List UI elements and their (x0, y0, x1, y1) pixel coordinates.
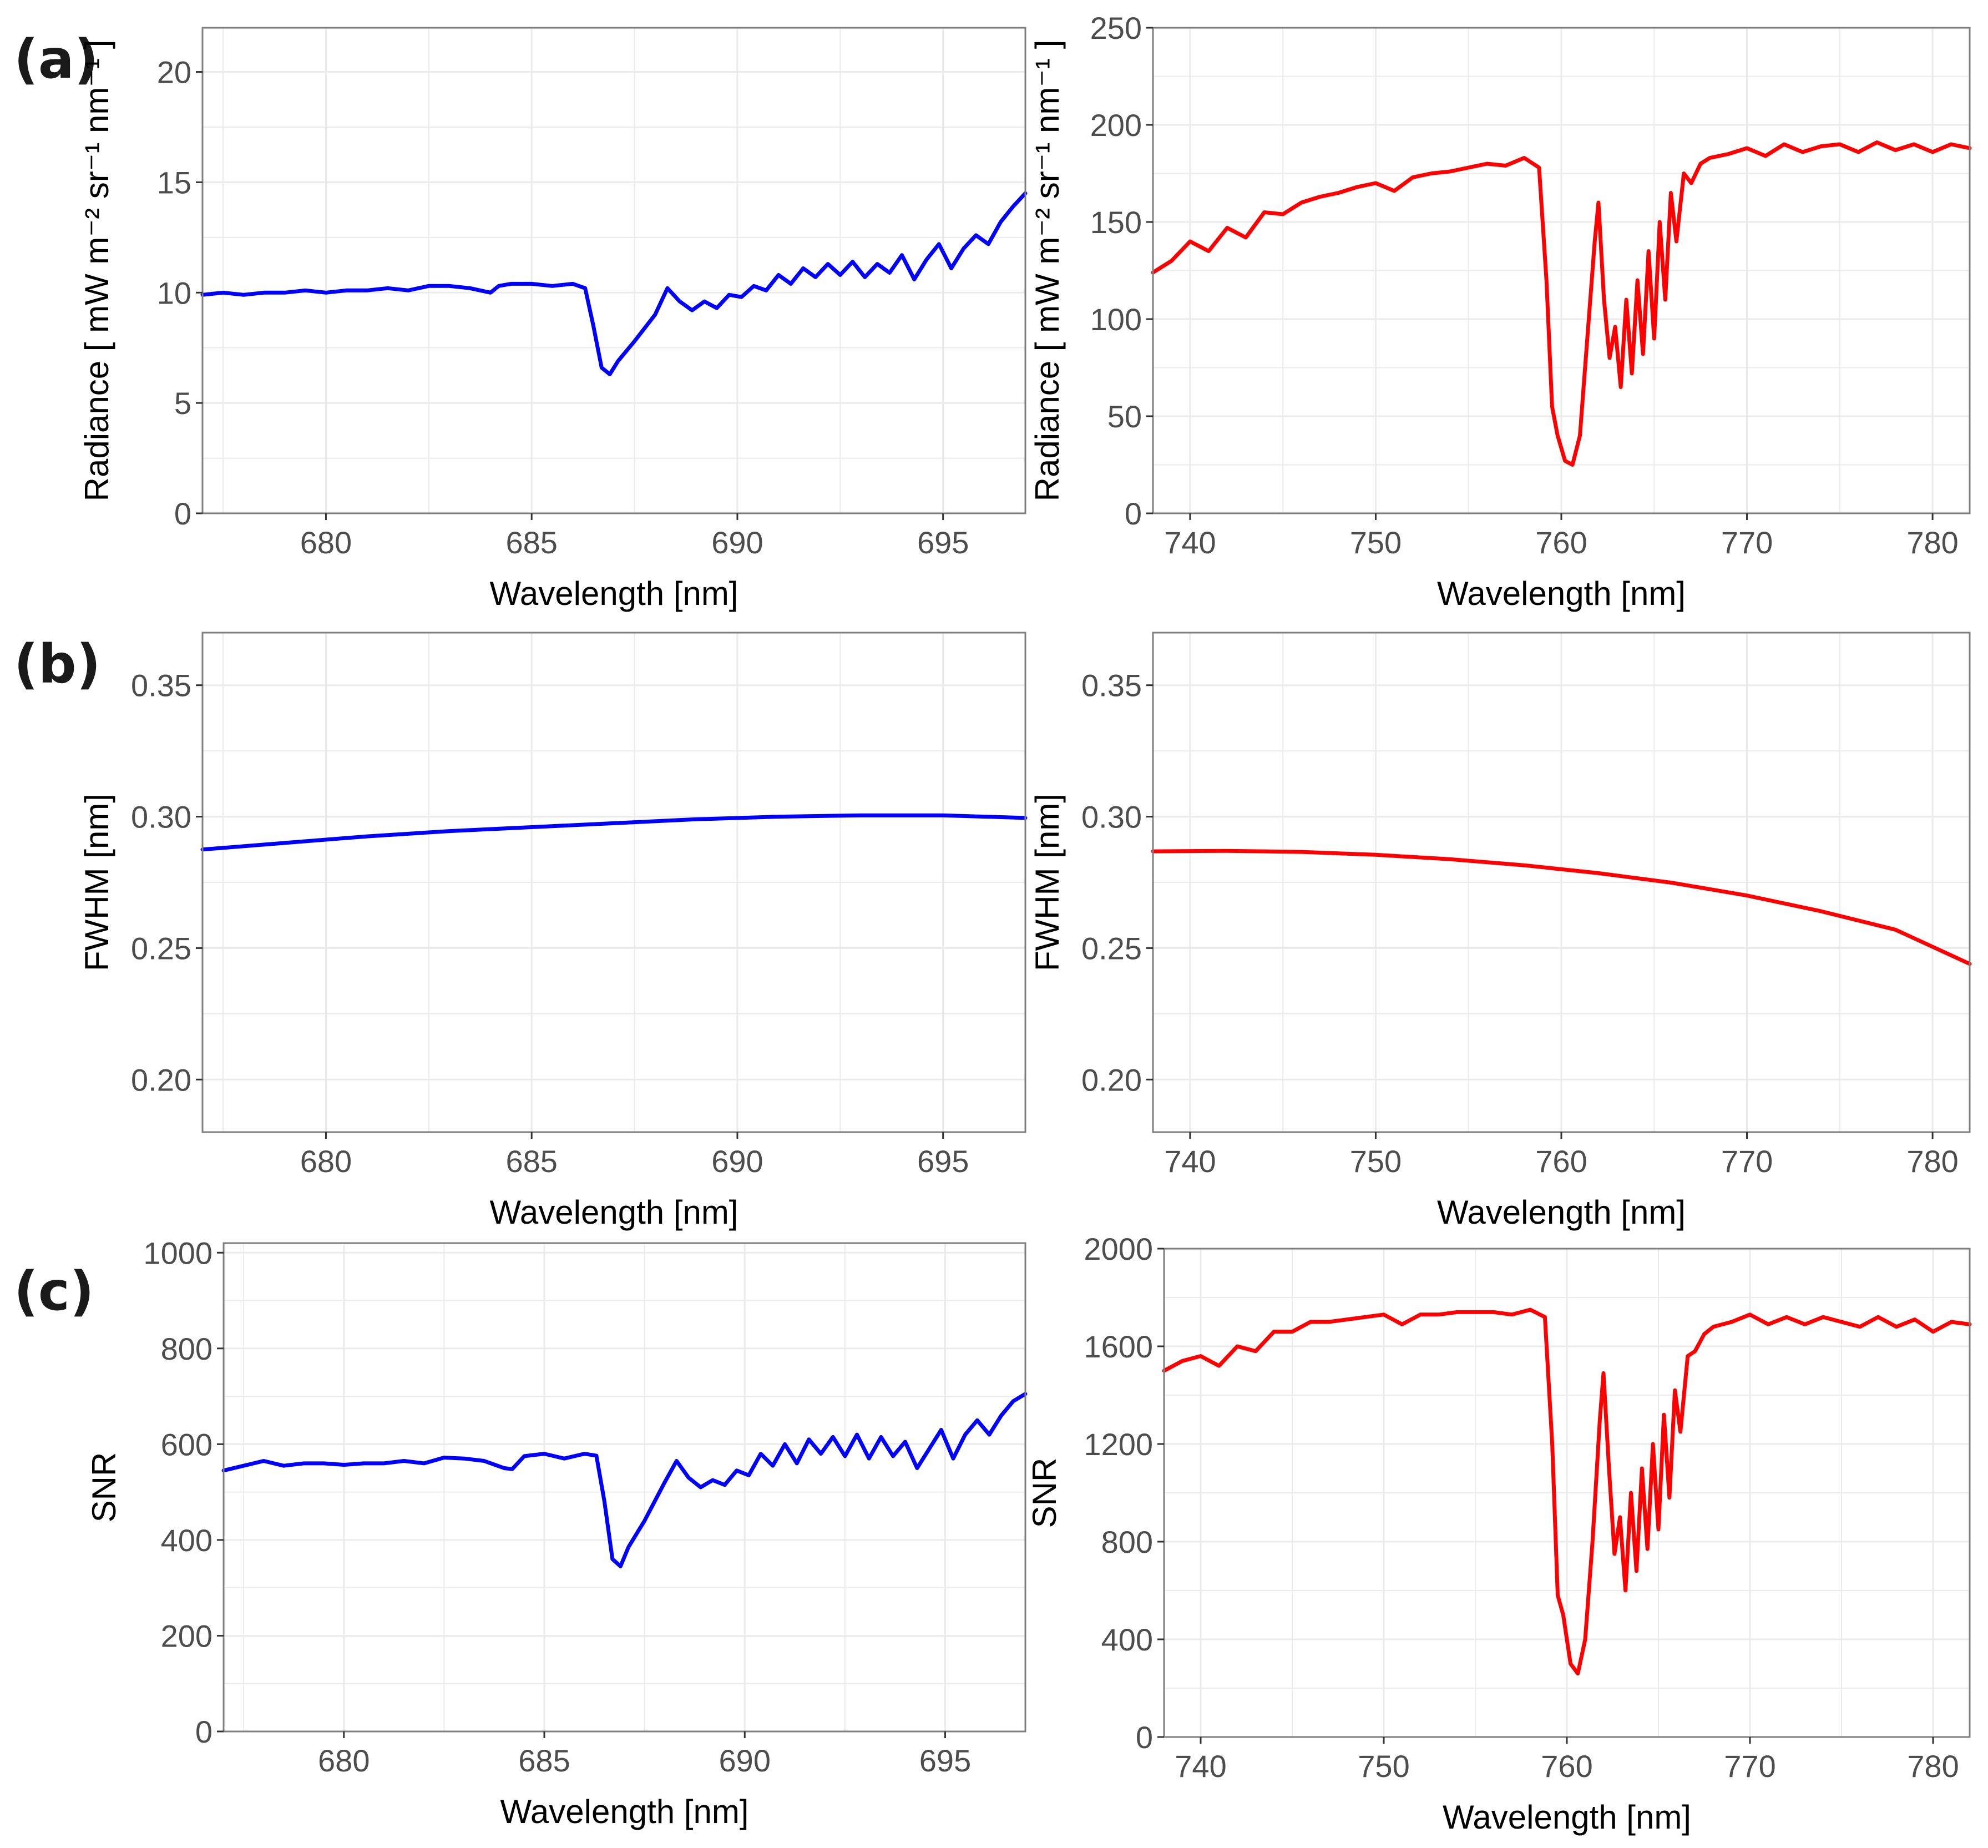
x-tick-label: 770 (1721, 525, 1773, 560)
chart-a-left: 680 685 690 695 0 5 10 15 20 Wavelength [nm] Radia… (78, 27, 1028, 612)
x-tick-label: 740 (1175, 1749, 1226, 1784)
y-axis-label: SNR (85, 1452, 123, 1523)
x-tick-label: 780 (1906, 1144, 1958, 1179)
x-tick-label: 740 (1164, 1144, 1216, 1179)
y-axis-label: FWHM [nm] (1029, 794, 1066, 971)
y-tick-label: 1200 (1084, 1427, 1153, 1462)
y-axis-label: Radiance [ mW m⁻² sr⁻¹ nm⁻¹ ] (1029, 40, 1066, 502)
y-tick-label: 0.25 (131, 931, 191, 966)
y-tick-label: 0.35 (1081, 668, 1142, 703)
x-tick-label: 780 (1906, 525, 1958, 560)
y-tick-label: 2000 (1084, 1231, 1153, 1266)
x-tick-label: 770 (1724, 1749, 1775, 1784)
x-tick-label: 685 (505, 1144, 557, 1179)
x-tick-label: 750 (1350, 1144, 1402, 1179)
y-tick-label: 20 (157, 55, 191, 90)
y-tick-label: 0.25 (1081, 931, 1142, 966)
x-tick-label: 695 (919, 1743, 971, 1778)
y-tick-label: 50 (1107, 399, 1142, 434)
y-tick-label: 1600 (1084, 1329, 1153, 1364)
panel-label-c: (c) (14, 1260, 94, 1322)
x-tick-label: 680 (318, 1743, 370, 1778)
x-axis-label: Wavelength [nm] (1437, 1194, 1686, 1231)
chart-c-left: 680 685 690 695 0 200 400 600 800 1000 Wavelength … (85, 1235, 1028, 1830)
series-line (221, 1392, 1028, 1568)
x-tick-label: 780 (1907, 1749, 1959, 1784)
y-tick-label: 0 (174, 496, 191, 531)
plots-group: 680 685 690 695 0 5 10 15 20 Wavelength [nm] Radia… (78, 11, 1972, 1836)
y-tick-label: 0 (1125, 496, 1142, 531)
series-line (1151, 849, 1972, 966)
y-tick-label: 0.20 (131, 1062, 191, 1097)
x-tick-label: 695 (917, 1144, 969, 1179)
x-tick-label: 680 (300, 1144, 352, 1179)
x-tick-label: 770 (1721, 1144, 1773, 1179)
y-tick-label: 800 (1101, 1524, 1153, 1559)
x-axis-label: Wavelength [nm] (1437, 575, 1686, 612)
x-tick-label: 690 (711, 525, 763, 560)
x-axis-label: Wavelength [nm] (1443, 1799, 1691, 1836)
x-tick-label: 750 (1350, 525, 1402, 560)
y-axis-label: Radiance [ mW m⁻² sr⁻¹ nm⁻¹ ] (78, 40, 115, 502)
y-tick-label: 200 (161, 1618, 213, 1653)
chart-c-right: 740 750 760 770 780 0 400 800 1200 1600 2000 Wavele… (1026, 1231, 1972, 1836)
x-tick-label: 750 (1358, 1749, 1409, 1784)
y-tick-label: 0 (195, 1714, 213, 1749)
plot-frame (222, 1242, 1026, 1733)
x-tick-label: 690 (711, 1144, 763, 1179)
y-tick-label: 0.20 (1081, 1062, 1142, 1097)
series-line (200, 191, 1028, 376)
y-axis-label: FWHM [nm] (78, 794, 115, 971)
x-tick-label: 760 (1541, 1749, 1592, 1784)
y-tick-label: 5 (174, 386, 191, 421)
chart-b-right: 740 750 760 770 780 0.20 0.25 0.30 0.35 Wavelengt… (1029, 632, 1972, 1231)
y-tick-label: 400 (1101, 1622, 1153, 1657)
y-tick-label: 0 (1136, 1720, 1153, 1755)
series-line (200, 813, 1028, 852)
y-tick-label: 1000 (143, 1235, 213, 1270)
x-tick-label: 680 (300, 525, 352, 560)
x-tick-label: 760 (1535, 525, 1587, 560)
y-tick-label: 15 (157, 165, 191, 200)
series-line (1162, 1307, 1972, 1676)
x-axis-label: Wavelength [nm] (500, 1793, 749, 1830)
y-tick-label: 250 (1090, 11, 1142, 46)
y-tick-label: 0.35 (131, 668, 191, 703)
x-axis-label: Wavelength [nm] (490, 1194, 738, 1231)
plot-frame (201, 27, 1026, 514)
y-tick-label: 0.30 (131, 800, 191, 835)
y-axis-label: SNR (1026, 1458, 1063, 1528)
y-tick-label: 150 (1090, 205, 1142, 240)
y-tick-label: 400 (161, 1523, 213, 1558)
y-tick-label: 600 (161, 1427, 213, 1462)
y-tick-label: 100 (1090, 302, 1142, 337)
x-tick-label: 685 (505, 525, 557, 560)
y-tick-label: 200 (1090, 108, 1142, 143)
series-line (1151, 140, 1972, 467)
x-tick-label: 740 (1164, 525, 1216, 560)
chart-b-left: 680 685 690 695 0.20 0.25 0.30 0.35 Wavelength [… (78, 632, 1028, 1231)
x-tick-label: 695 (917, 525, 969, 560)
y-tick-label: 800 (161, 1331, 213, 1366)
x-axis-label: Wavelength [nm] (490, 575, 738, 612)
y-tick-label: 10 (157, 275, 191, 310)
x-tick-label: 685 (518, 1743, 570, 1778)
panel-label-b: (b) (14, 633, 100, 695)
chart-a-right: 740 750 760 770 780 0 50 100 150 200 250 Wavelength… (1029, 11, 1972, 612)
plot-frame (201, 632, 1026, 1133)
x-tick-label: 760 (1535, 1144, 1587, 1179)
y-tick-label: 0.30 (1081, 800, 1142, 835)
panel-label-a: (a) (14, 28, 99, 90)
x-tick-label: 690 (719, 1743, 771, 1778)
